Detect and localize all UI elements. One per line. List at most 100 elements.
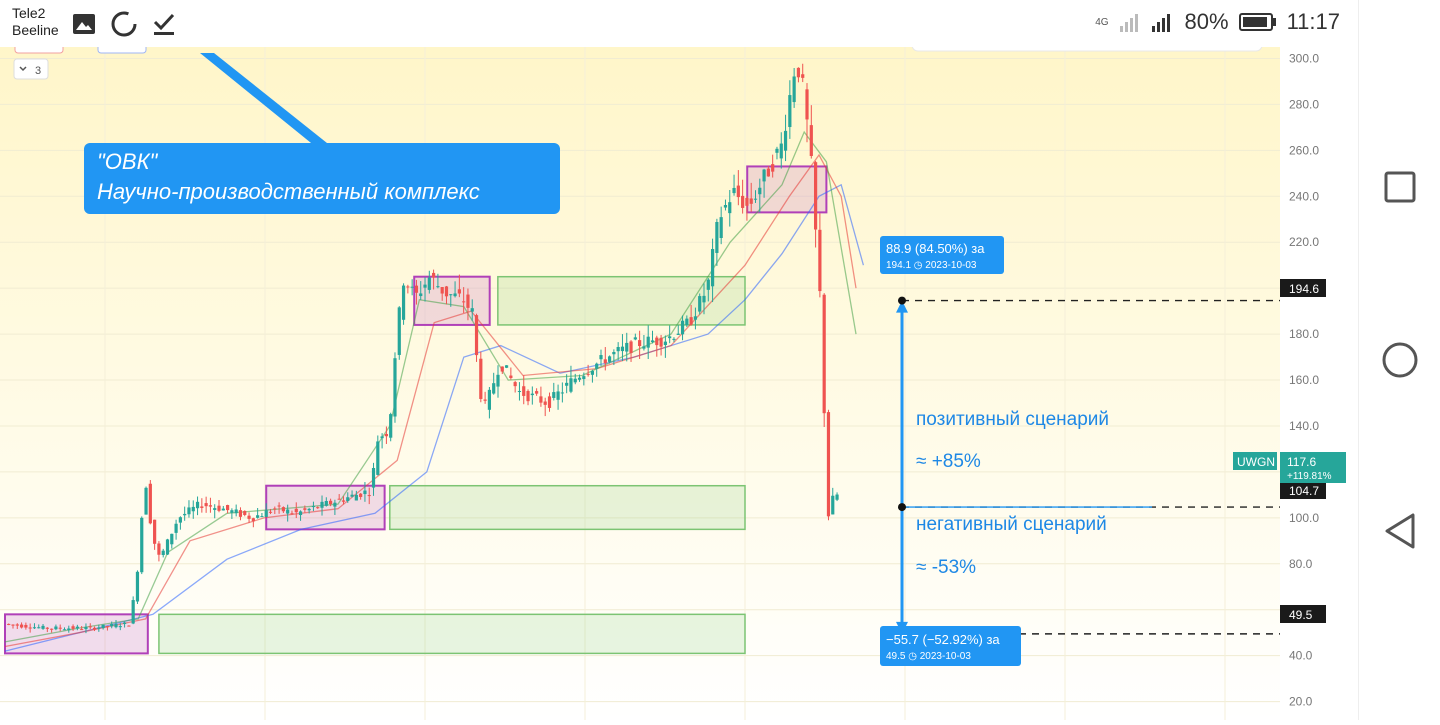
candle-body-123 bbox=[535, 391, 539, 394]
candle-body-103 bbox=[449, 294, 453, 296]
candle-body-5 bbox=[28, 627, 32, 629]
candle-body-135 bbox=[586, 373, 590, 375]
candle-body-7 bbox=[37, 627, 41, 629]
indicator-chip-red[interactable] bbox=[14, 38, 64, 54]
candle-body-146 bbox=[633, 337, 637, 340]
status-bar: Tele2 Beeline 4G 80% 11:17 bbox=[0, 0, 1358, 47]
candle-body-66 bbox=[290, 513, 294, 515]
candle-body-140 bbox=[607, 356, 612, 362]
scenario-negative-value: ≈ -53% bbox=[916, 557, 976, 578]
candle-body-97 bbox=[423, 284, 427, 288]
signal-icon-2 bbox=[1151, 14, 1170, 32]
candle-body-185 bbox=[801, 74, 805, 78]
ticker-badge bbox=[1233, 452, 1277, 470]
candle-body-26 bbox=[118, 626, 122, 628]
candle-body-54 bbox=[238, 510, 243, 517]
candle-body-30 bbox=[135, 571, 140, 602]
candle-body-93 bbox=[406, 286, 410, 288]
recents-button[interactable] bbox=[1379, 166, 1421, 208]
candle-body-136 bbox=[590, 370, 595, 375]
candle-body-57 bbox=[251, 518, 255, 522]
candle-body-158 bbox=[685, 318, 689, 325]
candle-body-125 bbox=[543, 401, 547, 405]
candle-body-165 bbox=[715, 221, 719, 253]
back-button[interactable] bbox=[1379, 510, 1421, 552]
callout-title: "ОВК" bbox=[97, 149, 159, 174]
candle-body-29 bbox=[131, 600, 135, 624]
candle-body-99 bbox=[432, 272, 436, 278]
candle-body-82 bbox=[359, 493, 363, 497]
candle-body-33 bbox=[148, 483, 152, 524]
candle-body-52 bbox=[230, 510, 234, 513]
candle-body-150 bbox=[650, 340, 655, 342]
circle-icon bbox=[1382, 342, 1418, 378]
candle-body-114 bbox=[496, 374, 500, 387]
candle-body-94 bbox=[410, 286, 414, 288]
indicator-count: 3 bbox=[35, 65, 41, 77]
candle-body-46 bbox=[204, 503, 208, 507]
home-button[interactable] bbox=[1379, 339, 1421, 381]
candle-body-108 bbox=[470, 308, 474, 312]
triangle-back-icon bbox=[1385, 513, 1415, 549]
candle-body-25 bbox=[114, 623, 118, 628]
clock: 11:17 bbox=[1286, 9, 1340, 34]
candle-body-143 bbox=[620, 346, 625, 352]
measure-down-line1: −55.7 (−52.92%) за bbox=[886, 632, 1000, 647]
sync-icon bbox=[111, 11, 137, 37]
carrier-2: Beeline bbox=[12, 22, 59, 38]
candle-body-102 bbox=[444, 286, 449, 297]
candle-body-122 bbox=[530, 393, 534, 396]
candle-body-104 bbox=[453, 293, 457, 297]
candle-body-166 bbox=[719, 217, 723, 238]
candle-body-88 bbox=[384, 433, 388, 437]
candle-body-174 bbox=[753, 198, 758, 200]
chart-area[interactable]: 20.040.060.080.0100.0120.0140.0160.0180.… bbox=[0, 34, 1358, 720]
measure-down-box bbox=[880, 626, 1021, 666]
candle-body-145 bbox=[629, 341, 633, 354]
android-nav-bar bbox=[1358, 0, 1440, 720]
measure-dot-0 bbox=[898, 296, 906, 305]
candle-body-186 bbox=[805, 89, 809, 120]
y-tick-11: 240.0 bbox=[1289, 189, 1319, 203]
candle-body-85 bbox=[371, 467, 376, 488]
scenario-positive-value: ≈ +85% bbox=[916, 451, 981, 472]
candle-body-178 bbox=[771, 164, 775, 172]
candle-body-37 bbox=[165, 539, 170, 555]
candle-body-113 bbox=[492, 383, 496, 394]
candle-body-17 bbox=[80, 629, 84, 631]
candle-body-24 bbox=[110, 624, 114, 627]
y-tick-8: 180.0 bbox=[1289, 327, 1319, 341]
candle-body-38 bbox=[170, 533, 174, 545]
price-chart[interactable]: 20.040.060.080.0100.0120.0140.0160.0180.… bbox=[0, 34, 1358, 720]
zone-green-1 bbox=[158, 613, 746, 655]
candle-body-62 bbox=[273, 508, 277, 510]
candle-body-121 bbox=[526, 390, 530, 402]
y-tick-14: 300.0 bbox=[1289, 51, 1319, 65]
candle-body-115 bbox=[500, 366, 504, 372]
candle-body-65 bbox=[286, 509, 290, 514]
y-tick-4: 100.0 bbox=[1289, 511, 1319, 525]
candle-body-59 bbox=[260, 516, 264, 518]
price-label-current-bg bbox=[1280, 481, 1326, 499]
indicators-toggle[interactable] bbox=[13, 58, 49, 80]
price-label-low: 49.5 bbox=[1289, 608, 1313, 622]
ticker-symbol: UWGN bbox=[1237, 455, 1275, 469]
y-tick-10: 220.0 bbox=[1289, 235, 1319, 249]
candle-body-109 bbox=[474, 315, 479, 356]
candle-body-139 bbox=[603, 359, 607, 364]
candle-body-92 bbox=[401, 285, 406, 320]
candle-body-96 bbox=[419, 293, 423, 297]
candle-body-142 bbox=[616, 347, 620, 352]
carrier-1: Tele2 bbox=[12, 5, 46, 21]
indicator-chip-blue[interactable] bbox=[97, 38, 147, 54]
y-tick-6: 140.0 bbox=[1289, 419, 1319, 433]
download-done-icon bbox=[153, 13, 175, 35]
price-label-current: 104.7 bbox=[1289, 484, 1319, 498]
candle-body-171 bbox=[741, 195, 745, 208]
candle-body-58 bbox=[256, 515, 260, 518]
candle-body-112 bbox=[487, 389, 492, 410]
candle-body-60 bbox=[264, 510, 268, 517]
candle-body-154 bbox=[668, 336, 672, 339]
candle-body-23 bbox=[105, 626, 110, 628]
candle-body-151 bbox=[655, 337, 659, 346]
